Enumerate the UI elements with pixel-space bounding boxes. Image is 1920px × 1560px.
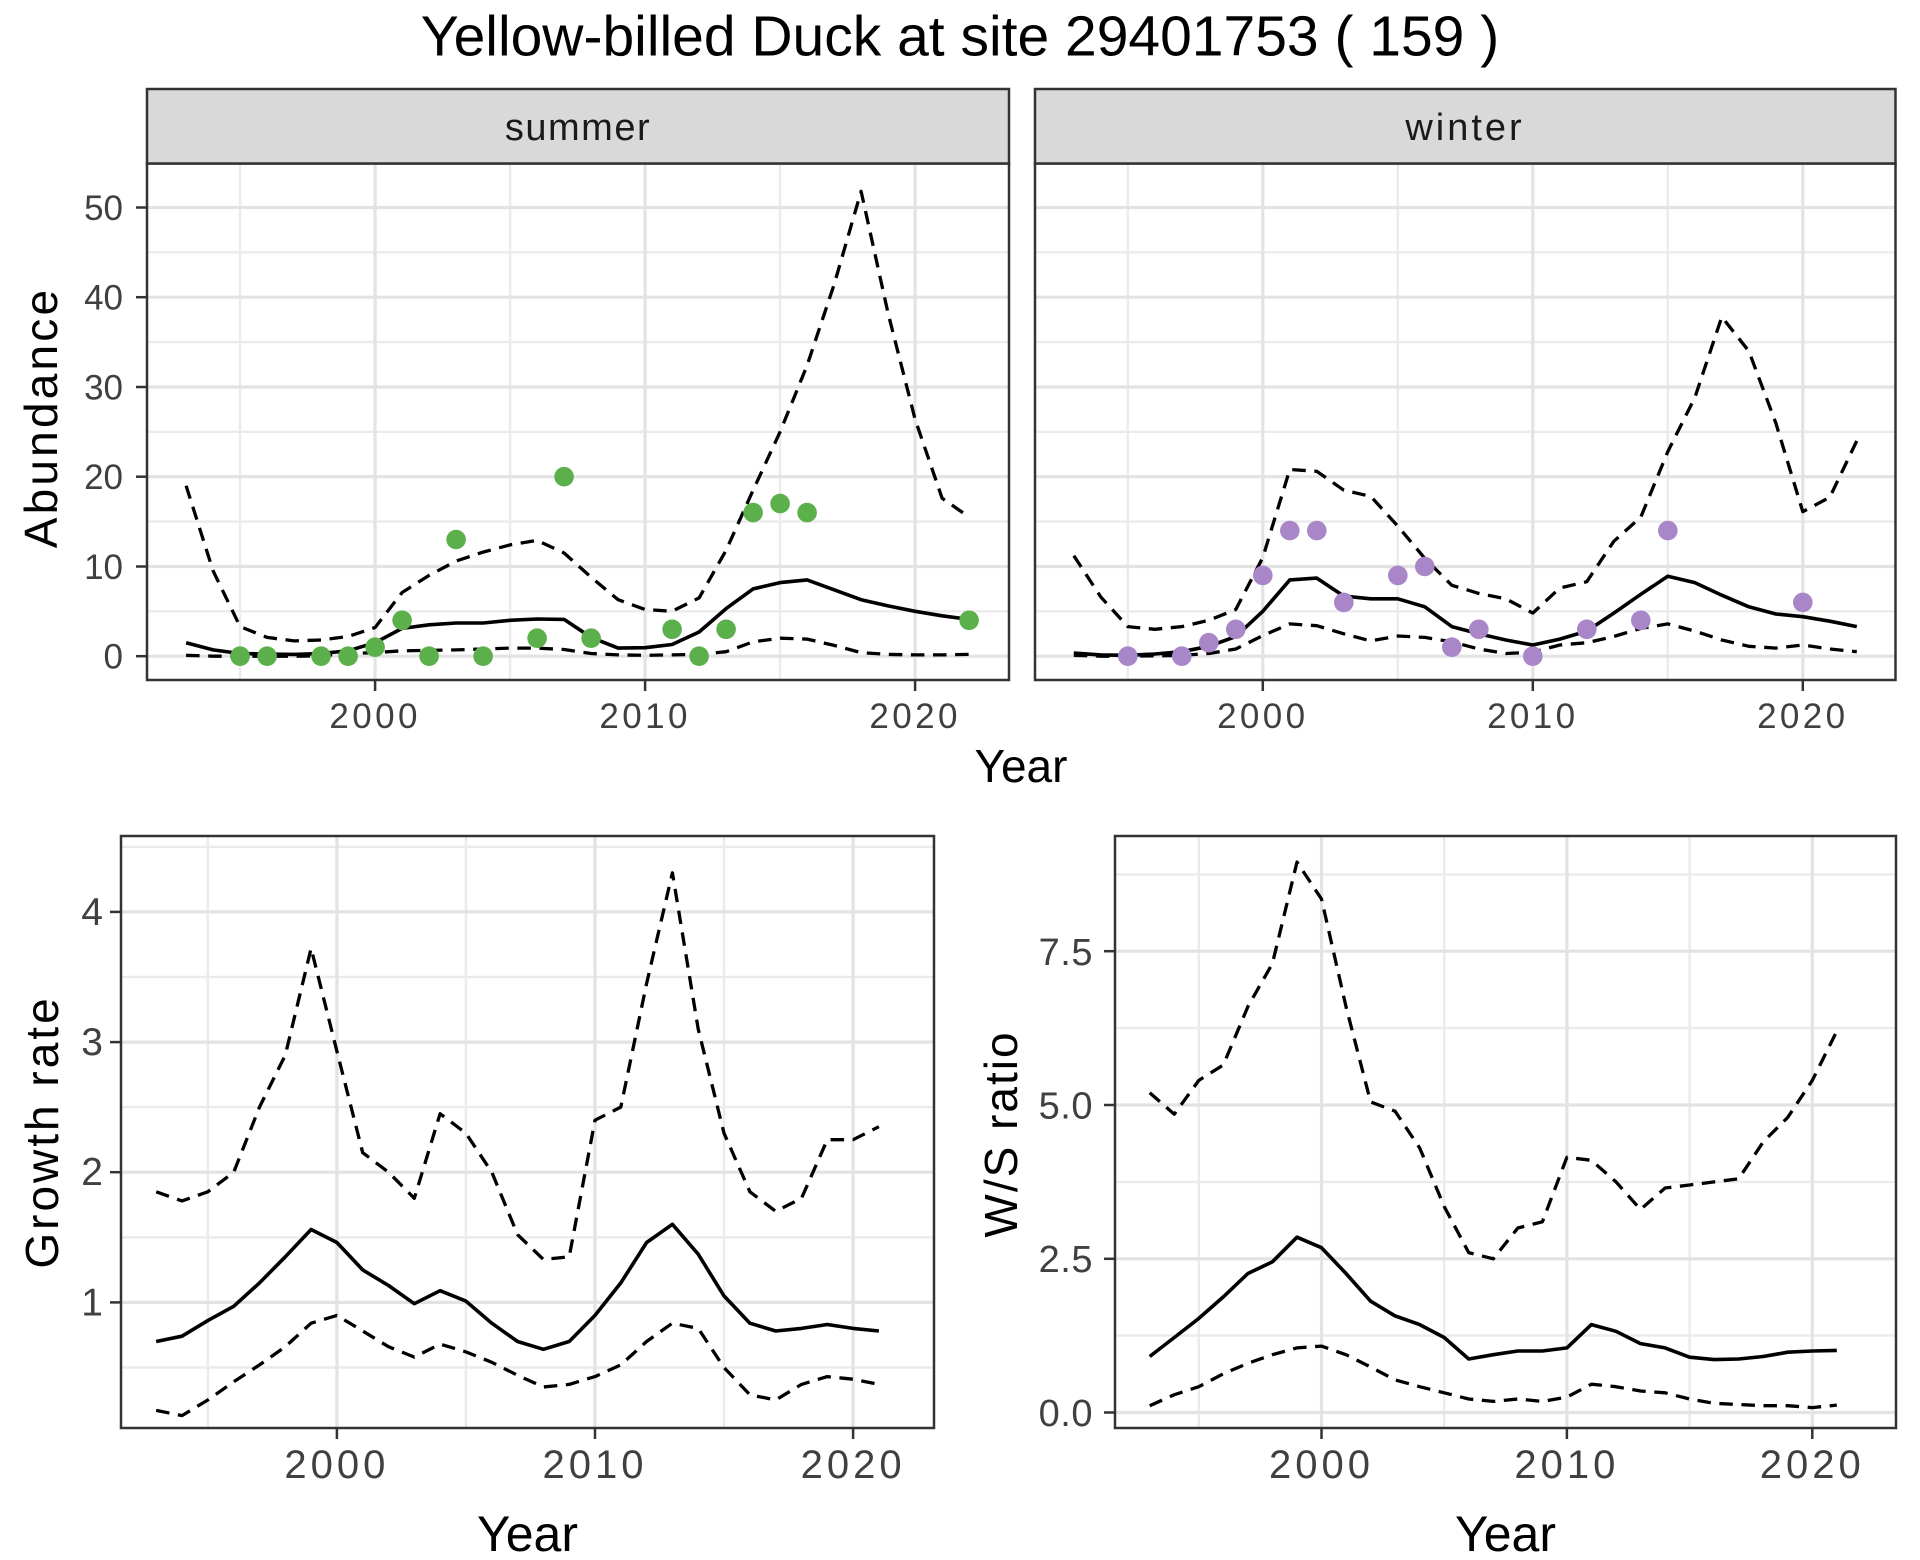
svg-text:W/S ratio: W/S ratio xyxy=(975,1030,1027,1237)
svg-text:7.5: 7.5 xyxy=(1039,932,1093,974)
svg-text:2000: 2000 xyxy=(284,1443,389,1487)
svg-text:Yellow-billed Duck at site 294: Yellow-billed Duck at site 29401753 ( 15… xyxy=(421,5,1499,69)
svg-text:1: 1 xyxy=(81,1281,103,1324)
svg-text:2000: 2000 xyxy=(1269,1443,1374,1487)
svg-text:2020: 2020 xyxy=(1757,697,1848,736)
svg-text:2020: 2020 xyxy=(1760,1443,1865,1487)
svg-text:3: 3 xyxy=(81,1021,103,1064)
svg-text:2020: 2020 xyxy=(801,1443,906,1487)
svg-text:2010: 2010 xyxy=(1514,1443,1619,1487)
svg-text:30: 30 xyxy=(84,369,123,408)
svg-text:Year: Year xyxy=(477,1506,578,1560)
svg-text:2010: 2010 xyxy=(1487,697,1578,736)
svg-text:2010: 2010 xyxy=(599,697,690,736)
svg-text:2000: 2000 xyxy=(329,697,420,736)
svg-text:4: 4 xyxy=(81,891,103,934)
svg-text:10: 10 xyxy=(84,548,123,587)
svg-text:Abundance: Abundance xyxy=(15,287,67,549)
svg-text:Year: Year xyxy=(975,740,1068,792)
svg-text:20: 20 xyxy=(84,458,123,497)
svg-text:2020: 2020 xyxy=(869,697,960,736)
svg-text:winter: winter xyxy=(1404,107,1524,149)
svg-text:0: 0 xyxy=(104,638,123,677)
svg-text:0.0: 0.0 xyxy=(1039,1393,1093,1435)
svg-text:Year: Year xyxy=(1455,1506,1556,1560)
svg-text:2000: 2000 xyxy=(1217,697,1308,736)
svg-text:2010: 2010 xyxy=(543,1443,648,1487)
svg-text:5.0: 5.0 xyxy=(1039,1086,1093,1128)
svg-text:Growth rate: Growth rate xyxy=(16,995,68,1268)
svg-text:2: 2 xyxy=(81,1151,103,1194)
svg-text:summer: summer xyxy=(505,107,651,149)
svg-text:50: 50 xyxy=(84,189,123,228)
svg-text:40: 40 xyxy=(84,279,123,318)
svg-text:2.5: 2.5 xyxy=(1039,1239,1093,1281)
